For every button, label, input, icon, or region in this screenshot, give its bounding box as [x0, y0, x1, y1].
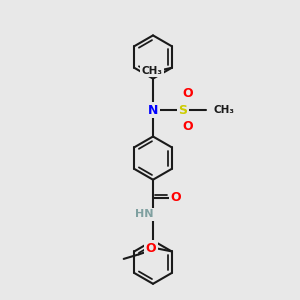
- Text: O: O: [182, 120, 193, 133]
- Text: CH₃: CH₃: [141, 66, 162, 76]
- Text: CH₃: CH₃: [214, 105, 235, 115]
- Text: N: N: [148, 103, 158, 117]
- Text: S: S: [178, 103, 188, 117]
- Text: O: O: [171, 191, 182, 204]
- Text: O: O: [146, 242, 156, 255]
- Text: O: O: [182, 87, 193, 100]
- Text: HN: HN: [135, 209, 153, 219]
